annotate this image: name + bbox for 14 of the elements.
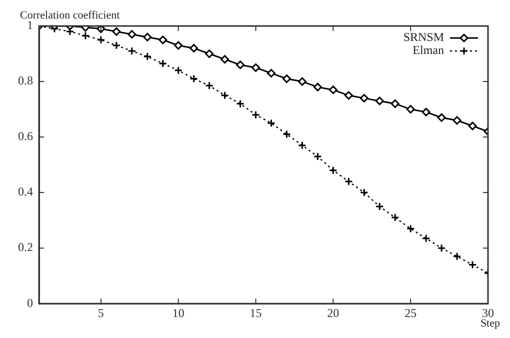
x-tick-label: 20 — [327, 306, 340, 320]
legend-label: SRNSM — [403, 30, 444, 44]
y-tick-label: 0.4 — [18, 184, 33, 199]
x-tick-label: 10 — [172, 306, 184, 320]
x-tick-label: 25 — [404, 306, 417, 320]
x-tick-label: 5 — [98, 306, 104, 320]
y-tick-label: 0 — [27, 296, 33, 310]
x-tick-label: 15 — [250, 306, 262, 320]
legend-label: Elman — [412, 43, 444, 58]
x-axis-title: Step — [480, 317, 500, 330]
y-tick-label: 0.8 — [18, 74, 33, 88]
y-tick-label: 0.6 — [18, 129, 33, 144]
y-tick-label: 0.2 — [18, 240, 33, 254]
x-tick-label: 30 — [482, 306, 494, 320]
